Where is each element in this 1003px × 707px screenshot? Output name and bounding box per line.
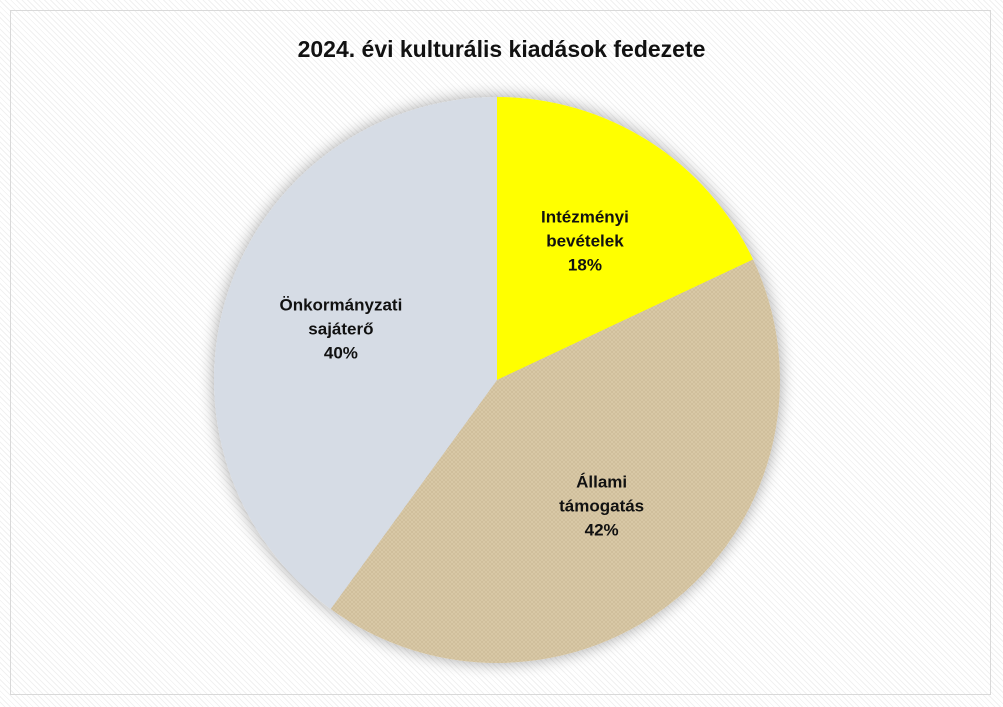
value-label: 18%	[567, 255, 602, 275]
data-label: Önkormányzati sajáterő 40%	[276, 294, 406, 365]
chart-title: 2024. évi kulturális kiadások fedezete	[297, 36, 706, 62]
category-label: Állami támogatás	[559, 472, 645, 516]
data-label: Intézményi bevételek 18%	[520, 206, 650, 277]
value-label: 40%	[323, 343, 358, 363]
category-label: Önkormányzati sajáterő	[279, 295, 403, 339]
pie-slice	[213, 97, 497, 609]
data-label: Állami támogatás 42%	[537, 471, 667, 542]
chart-frame	[10, 10, 991, 695]
category-label: Intézményi bevételek	[541, 207, 629, 251]
slice-texture	[330, 259, 780, 664]
pie-slice	[497, 97, 754, 380]
value-label: 42%	[584, 520, 619, 540]
